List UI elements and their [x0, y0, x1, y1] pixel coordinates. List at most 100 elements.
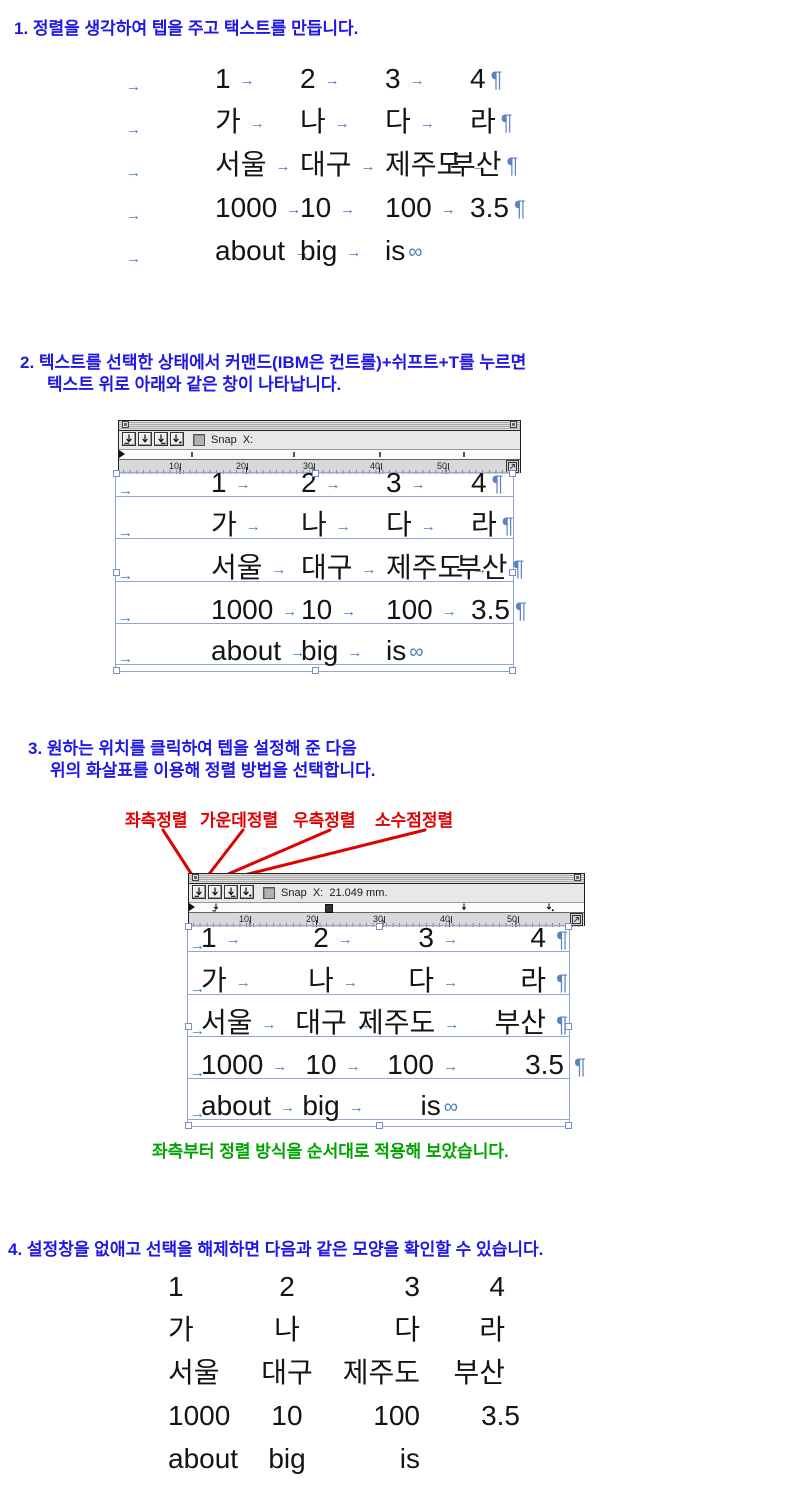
- tab-cell: 4 ¶: [471, 467, 504, 498]
- frame-handle[interactable]: [509, 569, 516, 576]
- tab-cell: 라 ¶: [470, 106, 513, 137]
- left-tab-stop-icon[interactable]: [211, 903, 221, 912]
- ruler-number: 40: [439, 914, 450, 924]
- window-zoom-box[interactable]: [574, 874, 581, 881]
- tab-cell: 100 →: [386, 594, 457, 625]
- tab-cell: 4 ¶: [470, 63, 503, 94]
- right-align-tab-button[interactable]: [154, 432, 168, 446]
- tab-cell: 부산 ¶: [450, 149, 519, 180]
- frame-handle[interactable]: [565, 1023, 572, 1030]
- pilcrow-icon: ¶: [514, 598, 527, 623]
- window-titlebar[interactable]: [189, 874, 584, 884]
- tab-cell: 3.5 ¶: [470, 192, 526, 223]
- window-close-box[interactable]: [192, 874, 199, 881]
- tab-cell: 대구 →: [295, 1007, 371, 1038]
- text-cell: 제주도: [342, 1357, 420, 1388]
- ruler-apply-button[interactable]: [570, 913, 583, 926]
- tab-cell: 서울 →: [201, 1007, 277, 1038]
- frame-handle[interactable]: [185, 923, 192, 930]
- left-align-tab-button[interactable]: [122, 432, 136, 446]
- tab-marker-strip[interactable]: [189, 903, 584, 913]
- tab-ruler[interactable]: 10 20 30 40 50: [189, 913, 584, 927]
- window-box-dot-icon: [124, 423, 127, 426]
- window-close-box[interactable]: [122, 421, 129, 428]
- window-zoom-box[interactable]: [510, 421, 517, 428]
- tab-text-row: → about → big → is ∞: [116, 636, 513, 668]
- tab-mark-icon: →: [325, 476, 341, 493]
- default-tab-stop-icon[interactable]: [463, 452, 465, 457]
- frame-handle[interactable]: [375, 1122, 383, 1129]
- ruler-number: 20: [305, 914, 316, 924]
- text-cell: about: [168, 1443, 239, 1474]
- tab-cell: 부산 ¶: [494, 1007, 568, 1038]
- default-tab-stop-icon[interactable]: [379, 452, 381, 457]
- tab-text-row: → 서울 → 대구 → 제주도 → 부산 ¶: [188, 1007, 585, 1040]
- center-align-tab-button[interactable]: [208, 885, 222, 899]
- frame-handle[interactable]: [565, 1122, 572, 1129]
- frame-handle[interactable]: [185, 1023, 192, 1030]
- ruler-number: 50: [506, 914, 517, 924]
- decimal-align-tab-button[interactable]: [240, 885, 254, 899]
- tab-mark-icon: →: [410, 476, 426, 493]
- tab-cell: 라 ¶: [520, 965, 568, 996]
- decimal-tab-stop-icon[interactable]: [545, 903, 555, 912]
- frame-handle[interactable]: [375, 923, 383, 930]
- default-tab-stop-icon[interactable]: [191, 452, 193, 457]
- window-titlebar[interactable]: [119, 421, 520, 431]
- tab-cell: 100 →: [385, 192, 456, 223]
- tab-mark-icon: →: [419, 115, 435, 132]
- tab-alignment-toolbar: Snap X:: [119, 431, 520, 450]
- tab-mark-icon: →: [126, 164, 141, 181]
- snap-checkbox[interactable]: [193, 434, 205, 446]
- tab-mark-icon: →: [190, 1064, 205, 1081]
- default-tab-stop-icon[interactable]: [293, 452, 295, 457]
- frame-handle[interactable]: [113, 667, 120, 674]
- frame-handle[interactable]: [113, 470, 120, 477]
- tab-cell: 1000 →: [215, 192, 302, 223]
- selected-text-frame[interactable]: → 1 → 2 → 3 → 4 ¶ → 가 → 나 → 다 → 라 ¶ → 서울 → 대구 → 제주…: [113, 468, 527, 674]
- indent-marker-icon[interactable]: [119, 450, 125, 458]
- tab-cell: 10 →: [301, 594, 357, 625]
- selection-baseline: [116, 538, 513, 539]
- frame-handle[interactable]: [311, 470, 319, 477]
- tab-mark-icon: →: [337, 931, 353, 948]
- tab-marker-strip[interactable]: [119, 450, 520, 460]
- tab-ruler[interactable]: 10 20 30 40 50: [119, 460, 520, 474]
- ruler-number: 30: [302, 461, 313, 471]
- pilcrow-icon: ¶: [506, 153, 519, 178]
- tab-mark-icon: →: [444, 1016, 460, 1033]
- right-align-tab-button[interactable]: [224, 885, 238, 899]
- tab-mark-icon: →: [471, 158, 487, 175]
- right-tab-stop-icon[interactable]: [459, 903, 469, 912]
- frame-handle[interactable]: [565, 923, 572, 930]
- text-cell: 다: [394, 1314, 420, 1345]
- tab-mark-icon: →: [335, 518, 351, 535]
- tab-mark-icon: →: [340, 201, 356, 218]
- pilcrow-icon: ¶: [491, 471, 504, 496]
- tab-mark-icon: →: [341, 603, 357, 620]
- frame-handle[interactable]: [509, 667, 516, 674]
- tab-mark-icon: →: [346, 244, 362, 261]
- frame-handle[interactable]: [311, 667, 319, 674]
- selected-text-frame-aligned[interactable]: → 1 → 2 → 3 → 4 ¶ → 가 → 나 → 다 → 라 ¶ → 서울 → 대구 → 제주…: [185, 923, 586, 1129]
- frame-handle[interactable]: [509, 470, 516, 477]
- tab-mark-icon: →: [275, 158, 291, 175]
- frame-handle[interactable]: [185, 1122, 192, 1129]
- snap-checkbox[interactable]: [263, 887, 275, 899]
- tab-cell: 3 →: [385, 63, 425, 94]
- center-align-tab-button[interactable]: [138, 432, 152, 446]
- align-label-left: 좌측정렬: [125, 811, 188, 830]
- tab-mark-icon: →: [441, 603, 457, 620]
- tab-cell: 1 →: [215, 63, 255, 94]
- indent-marker-icon[interactable]: [189, 903, 195, 911]
- decimal-align-tab-button[interactable]: [170, 432, 184, 446]
- tab-mark-icon: →: [443, 1058, 458, 1075]
- text-cell: 가: [168, 1314, 194, 1345]
- tab-cell: 1 →: [211, 467, 251, 498]
- left-align-tab-button[interactable]: [192, 885, 206, 899]
- frame-handle[interactable]: [113, 569, 120, 576]
- selected-center-tab-stop-icon[interactable]: [325, 904, 333, 913]
- tab-mark-icon: →: [324, 72, 340, 89]
- tab-cell: 1000 →: [211, 594, 298, 625]
- tab-text-row: → 가 → 나 → 다 → 라 ¶: [0, 106, 800, 139]
